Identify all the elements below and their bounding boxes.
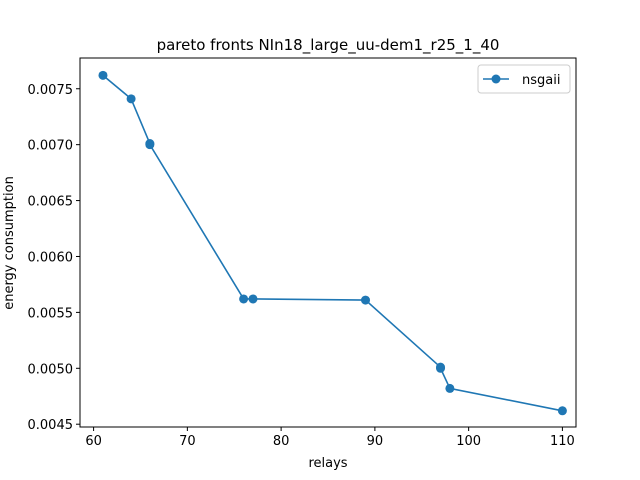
chart-title: pareto fronts NIn18_large_uu-dem1_r25_1_… bbox=[157, 36, 500, 55]
y-tick-label: 0.0060 bbox=[28, 250, 74, 265]
y-tick-label: 0.0065 bbox=[28, 195, 74, 210]
legend-marker bbox=[491, 74, 501, 84]
legend: nsgaii bbox=[477, 64, 571, 94]
data-point bbox=[436, 363, 446, 373]
x-axis-title: relays bbox=[308, 456, 347, 471]
data-point bbox=[145, 140, 155, 150]
y-axis-title: energy consumption bbox=[2, 176, 17, 310]
data-point bbox=[445, 383, 455, 393]
y-tick-label: 0.0050 bbox=[28, 362, 74, 377]
y-tick-label: 0.0070 bbox=[28, 139, 74, 154]
legend-box bbox=[477, 64, 571, 94]
x-tick-label: 100 bbox=[456, 434, 481, 449]
plot-area: 60 70 80 90 100 110 0.0045 0.0050 0.0055 0.0060 0.… bbox=[28, 57, 577, 449]
x-tick-label: 60 bbox=[85, 434, 102, 449]
y-tick-label: 0.0075 bbox=[28, 83, 74, 98]
legend-label: nsgaii bbox=[522, 73, 560, 88]
x-tick-label: 80 bbox=[273, 434, 290, 449]
data-point bbox=[361, 295, 371, 305]
y-tick-label: 0.0055 bbox=[28, 306, 74, 321]
x-tick-label: 90 bbox=[367, 434, 384, 449]
data-point bbox=[239, 294, 249, 304]
data-point bbox=[98, 70, 108, 80]
x-tick-label: 110 bbox=[550, 434, 575, 449]
data-point bbox=[248, 294, 258, 304]
data-point bbox=[126, 94, 136, 104]
y-tick-label: 0.0045 bbox=[28, 418, 74, 433]
axes-frame bbox=[79, 57, 577, 428]
x-tick-label: 70 bbox=[179, 434, 196, 449]
data-point bbox=[557, 406, 567, 416]
